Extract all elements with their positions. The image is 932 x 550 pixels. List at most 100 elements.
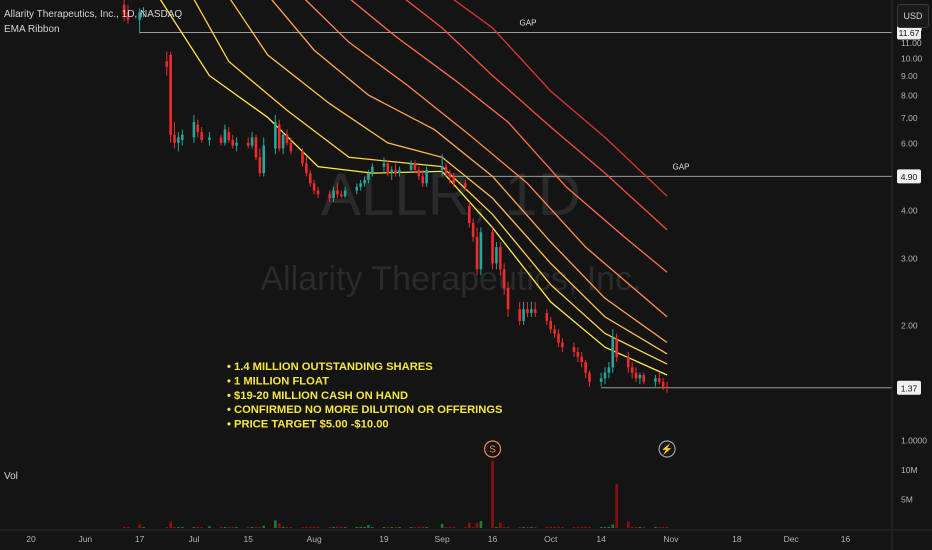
volume-bar: [561, 526, 564, 528]
candle: [308, 169, 312, 187]
candle-body: [169, 54, 172, 135]
candle: [626, 351, 630, 373]
candle: [661, 378, 665, 391]
candle: [665, 381, 669, 393]
annotation-line: • $19-20 MILLION CASH ON HAND: [227, 390, 408, 402]
volume-bar: [502, 526, 506, 528]
candle-body: [638, 374, 642, 379]
candle-body: [471, 223, 475, 238]
candle-body: [177, 137, 180, 143]
candle-body: [386, 163, 390, 174]
candle-body: [165, 61, 169, 67]
volume-bar: [235, 526, 238, 528]
candle-body: [498, 247, 502, 270]
gap-label: GAP: [520, 19, 537, 28]
candle: [235, 137, 238, 152]
candle-body: [281, 134, 285, 149]
symbol-title[interactable]: Allarity Therapeutics, Inc., 1D, NASDAQ: [4, 9, 183, 20]
candle-body: [626, 356, 630, 368]
volume-label[interactable]: Vol: [4, 471, 18, 482]
candle-body: [192, 122, 196, 138]
ema-line: [453, 0, 668, 197]
candle: [603, 367, 607, 385]
candle: [367, 169, 370, 184]
candle: [549, 316, 553, 334]
candle: [316, 186, 320, 199]
candle: [180, 129, 184, 146]
annotation-line: • CONFIRMED NO MORE DILUTION OR OFFERING…: [227, 404, 503, 416]
candle-body: [173, 134, 176, 143]
candle: [200, 127, 203, 143]
split-marker-icon[interactable]: S: [483, 440, 502, 458]
candle: [138, 8, 141, 34]
candle-body: [576, 351, 580, 357]
marker-symbol: ⚡: [661, 443, 673, 456]
volume-bar: [336, 526, 339, 528]
candle: [495, 241, 498, 270]
annotation-line: • 1.4 MILLION OUTSTANDING SHARES: [227, 361, 433, 373]
candles: [122, 0, 669, 393]
volume-bar: [138, 524, 141, 528]
volume-bar: [584, 526, 587, 528]
candle-body: [603, 372, 607, 379]
ema-line: [159, 0, 668, 376]
volume-bars: [122, 460, 669, 528]
candle-body: [180, 134, 184, 141]
candle-body: [467, 205, 471, 224]
volume-bar: [467, 522, 471, 528]
earnings-marker-icon[interactable]: ⚡: [658, 440, 676, 458]
candle-body: [654, 378, 657, 382]
candle-body: [440, 166, 444, 170]
time-tick-label: Jul: [188, 534, 199, 544]
candle-body: [665, 386, 669, 388]
candle-body: [522, 309, 525, 321]
volume-bar: [448, 526, 452, 528]
candle: [638, 372, 642, 385]
price-level-tag-text: 4.90: [901, 172, 918, 182]
candle-body: [227, 132, 231, 141]
candle: [177, 132, 180, 152]
indicator-label[interactable]: EMA Ribbon: [4, 24, 60, 35]
candle-body: [339, 194, 343, 197]
price-tick-label: 6.00: [901, 138, 918, 148]
candle: [142, 7, 145, 18]
candle-body: [421, 176, 425, 184]
candle-body: [409, 163, 413, 170]
candle: [398, 166, 401, 177]
time-tick-label: 19: [379, 534, 389, 544]
candle: [448, 169, 452, 184]
time-axis[interactable]: 20 Jun 17 Jul 15 Aug 19 Sep 16 Oct 14 Nov 18 Dec 16: [26, 534, 850, 544]
volume-bar: [371, 526, 374, 528]
candle-body: [332, 190, 335, 199]
time-tick-label: 16: [841, 534, 851, 544]
candle-body: [355, 186, 359, 191]
candle-body: [359, 183, 362, 187]
candle-body: [343, 190, 347, 197]
volume-bar: [219, 526, 223, 528]
candle-body: [122, 4, 126, 15]
volume-bar: [196, 526, 200, 528]
candle-body: [371, 166, 374, 174]
currency-button[interactable]: USD: [897, 4, 929, 28]
candle-body: [316, 190, 320, 195]
volume-bar: [343, 526, 347, 528]
volume-bar: [277, 523, 281, 528]
price-level-tag-box: [897, 169, 921, 184]
candle: [390, 166, 394, 180]
volume-bar: [471, 526, 475, 528]
candle: [464, 179, 467, 191]
volume-bar: [254, 526, 258, 528]
ema-line: [271, 0, 668, 344]
candle: [231, 134, 234, 149]
time-tick-label: Dec: [784, 534, 800, 544]
candle: [382, 157, 386, 174]
candle: [254, 134, 258, 161]
volume-tick-label: 5M: [901, 494, 913, 504]
candle-body: [526, 309, 529, 314]
price-level-tag-text: 1.37: [901, 383, 918, 393]
candle: [413, 160, 417, 174]
price-level-tag: 1.37: [897, 380, 921, 395]
volume-bar: [607, 526, 611, 528]
time-tick-label: Aug: [307, 534, 322, 544]
candle: [615, 333, 618, 363]
